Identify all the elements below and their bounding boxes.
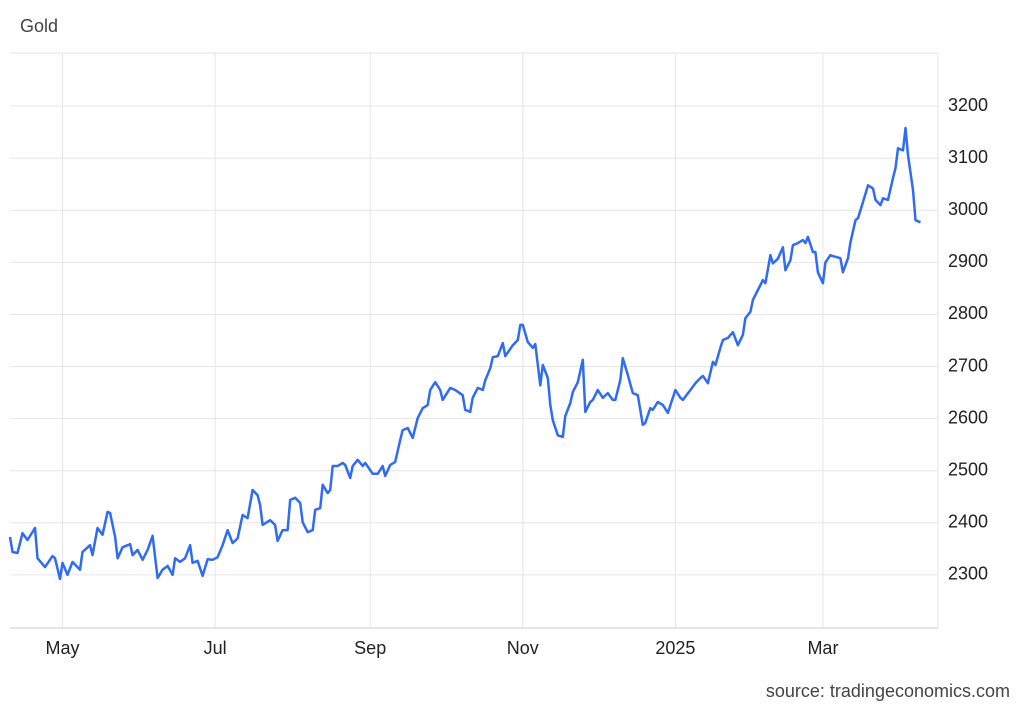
x-tick-label: Mar <box>807 638 838 658</box>
chart-title: Gold <box>20 16 58 36</box>
x-tick-label: Sep <box>354 638 386 658</box>
price-line <box>8 126 921 581</box>
x-tick-label: 2025 <box>655 638 695 658</box>
x-tick-label: Jul <box>204 638 227 658</box>
y-tick-label: 2900 <box>948 251 988 271</box>
source: source: tradingeconomics.com <box>766 681 1010 701</box>
y-tick-label: 3000 <box>948 199 988 219</box>
x-tick-label: May <box>46 638 80 658</box>
x-tick-label: Nov <box>507 638 539 658</box>
y-tick-label: 2400 <box>948 512 988 532</box>
y-tick-label: 2700 <box>948 355 988 375</box>
y-tick-label: 2800 <box>948 303 988 323</box>
y-tick-label: 3100 <box>948 147 988 167</box>
y-tick-label: 3200 <box>948 95 988 115</box>
y-tick-label: 2600 <box>948 407 988 427</box>
y-tick-label: 2300 <box>948 564 988 584</box>
y-tick-label: 2500 <box>948 459 988 479</box>
